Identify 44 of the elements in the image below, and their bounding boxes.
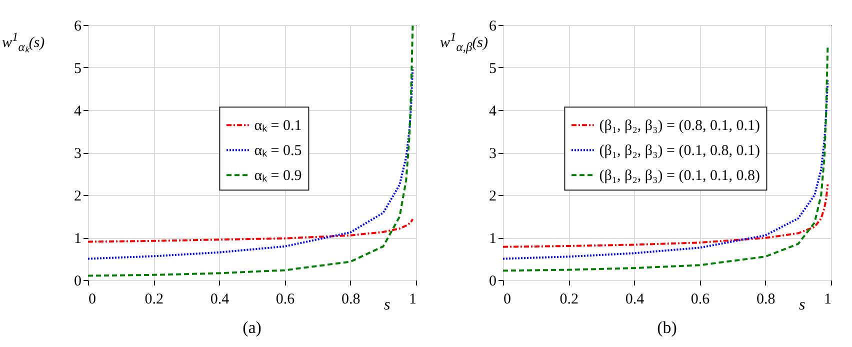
y-tick-label: 1 (489, 231, 496, 247)
line-series (502, 79, 829, 260)
x-tick-label: 1 (824, 292, 832, 308)
x-axis-title: s (384, 296, 390, 314)
y-tick-label: 0 (489, 274, 496, 290)
x-axis-title: s (799, 296, 806, 314)
text: (a) (242, 318, 262, 337)
y-tick-label: 4 (74, 104, 82, 120)
y-tick-label: 2 (74, 188, 82, 204)
y-tick-label: 3 (74, 146, 82, 162)
y-tick-label: 6 (489, 18, 497, 34)
y-axis-title: w$^{1}$$_{α,β}$(s) (440, 30, 488, 55)
y-tick-label: 3 (489, 146, 496, 162)
x-tick-label: 0.4 (210, 292, 230, 308)
y-tick-label: 2 (489, 188, 496, 204)
x-tick-label: 0.8 (342, 292, 360, 308)
y-tick-label: 1 (74, 231, 82, 247)
x-tick-label: 0.6 (690, 292, 710, 308)
legend-label: αₖ = 0.1 (254, 118, 302, 134)
legend-label: (β₁, β₂, β₃) = (0.1, 0.1, 0.8) (599, 168, 760, 184)
x-tick-label: 1 (409, 292, 416, 308)
legend-label: (β₁, β₂, β₃) = (0.1, 0.8, 0.1) (599, 143, 760, 160)
line-series (87, 24, 414, 277)
legend-label: αₖ = 0.9 (254, 168, 302, 184)
y-tick-label: 5 (489, 61, 496, 77)
legend-label: (β₁, β₂, β₃) = (0.8, 0.1, 0.1) (599, 118, 760, 134)
x-tick-label: 0 (88, 292, 96, 308)
y-tick-label: 5 (74, 61, 82, 77)
x-tick-label: 0.2 (144, 292, 164, 308)
y-axis-title: w$^{1}$$_{αₖ}$(s) (2, 30, 45, 55)
line-series (502, 45, 829, 272)
x-tick-label: 0.2 (560, 292, 578, 308)
legend-label: αₖ = 0.5 (254, 143, 302, 160)
y-tick-label: 4 (489, 104, 497, 120)
y-tick-label: 0 (74, 274, 82, 290)
x-tick-label: 0.4 (625, 292, 645, 308)
line-series (502, 183, 829, 248)
text: (b) (657, 318, 677, 337)
y-tick-label: 6 (74, 18, 82, 34)
x-tick-label: 0.8 (756, 292, 776, 308)
line-series (87, 66, 414, 260)
x-tick-label: 0.6 (276, 292, 296, 308)
line-series (87, 218, 414, 243)
x-tick-label: 0 (504, 292, 511, 308)
